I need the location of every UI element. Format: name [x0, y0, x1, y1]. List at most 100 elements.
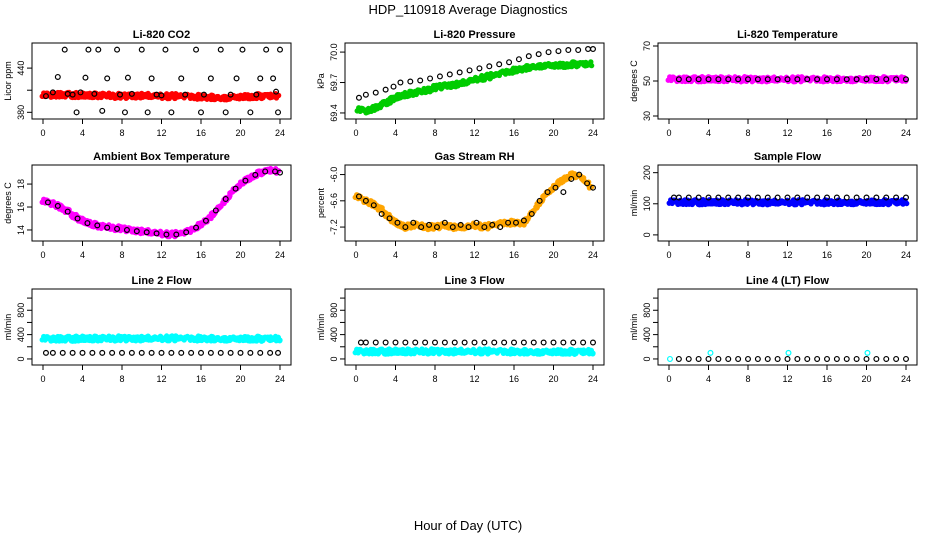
data-point — [49, 89, 56, 96]
data-point — [705, 194, 712, 201]
data-point — [168, 109, 175, 116]
series-black — [355, 171, 596, 231]
data-point — [565, 47, 572, 54]
data-point — [402, 339, 409, 346]
data-point — [85, 46, 92, 53]
data-point — [725, 355, 732, 362]
data-point — [426, 221, 433, 228]
y-tick-label: 0 — [329, 356, 339, 361]
data-point — [843, 355, 850, 362]
x-tick-label: 24 — [275, 128, 285, 138]
data-point — [555, 48, 562, 55]
y-tick-label: -7.2 — [329, 219, 339, 235]
data-point — [735, 355, 742, 362]
x-tick-label: 0 — [40, 374, 45, 384]
data-point — [273, 88, 280, 95]
data-point — [893, 194, 900, 201]
data-point — [227, 91, 234, 98]
data-point — [362, 339, 369, 346]
data-point — [253, 91, 260, 98]
data-point — [584, 180, 591, 187]
data-point — [91, 90, 98, 97]
data-point — [441, 339, 448, 346]
panel-7: Line 2 Flow ml/min 0 4 8 12 16 20 24 0 400 800 — [3, 275, 292, 384]
x-tick-label: 12 — [469, 250, 479, 260]
panel-2: Li-820 Pressure kPa 0 4 8 12 16 20 24 69.4 69.7 70.… — [316, 29, 605, 138]
data-point — [436, 73, 443, 80]
x-tick-label: 8 — [432, 374, 437, 384]
x-tick-label: 20 — [548, 128, 558, 138]
data-point — [873, 355, 880, 362]
series-green — [354, 59, 595, 116]
data-point — [744, 355, 751, 362]
data-point — [705, 76, 712, 83]
data-point — [814, 194, 821, 201]
data-point — [515, 56, 522, 63]
data-point — [685, 76, 692, 83]
x-tick-label: 0 — [353, 250, 358, 260]
data-point — [138, 46, 145, 53]
data-point — [372, 89, 379, 96]
data-point — [588, 62, 595, 69]
data-point — [173, 231, 180, 238]
x-tick-label: 4 — [706, 128, 711, 138]
data-point — [104, 224, 111, 231]
data-point — [481, 339, 488, 346]
data-point — [774, 194, 781, 201]
data-point — [378, 210, 385, 217]
data-point — [372, 339, 379, 346]
data-point — [576, 171, 583, 178]
data-point — [486, 63, 493, 70]
data-point — [449, 224, 456, 231]
series-black — [42, 349, 282, 356]
x-tick-label: 12 — [156, 128, 166, 138]
x-tick-label: 20 — [861, 250, 871, 260]
data-point — [207, 349, 214, 356]
data-point — [212, 207, 219, 214]
data-point — [198, 109, 205, 116]
x-tick-label: 8 — [745, 128, 750, 138]
data-point — [465, 224, 472, 231]
x-tick-label: 24 — [901, 374, 911, 384]
series-orange — [352, 170, 595, 233]
data-point — [222, 195, 229, 202]
data-point — [257, 349, 264, 356]
data-point — [277, 338, 283, 344]
data-point — [99, 349, 106, 356]
data-point — [386, 215, 393, 222]
data-point — [560, 189, 567, 196]
data-point — [843, 76, 850, 83]
data-point — [794, 76, 801, 83]
data-point — [902, 76, 909, 83]
data-point — [382, 339, 389, 346]
y-axis-label: ml/min — [3, 314, 13, 341]
data-point — [117, 91, 124, 98]
y-tick-label: 30 — [642, 111, 652, 121]
series-black — [675, 76, 909, 83]
y-tick-label: 440 — [16, 61, 26, 76]
data-point — [575, 47, 582, 54]
data-point — [275, 349, 282, 356]
panel-title: Line 4 (LT) Flow — [746, 275, 829, 287]
panel-6: Sample Flow ml/min 0 4 8 12 16 20 24 0 100 200 — [629, 151, 918, 260]
series-cyan — [352, 346, 596, 357]
data-point — [123, 226, 130, 233]
data-point — [252, 171, 259, 178]
data-point — [158, 92, 165, 99]
data-point — [540, 339, 547, 346]
data-point — [675, 76, 682, 83]
x-tick-label: 20 — [548, 250, 558, 260]
data-point — [456, 69, 463, 76]
y-tick-label: 800 — [642, 303, 652, 318]
y-axis-label: degrees C — [629, 60, 639, 102]
data-point — [257, 75, 264, 82]
data-point — [536, 197, 543, 204]
x-tick-label: 16 — [196, 250, 206, 260]
panel-title: Li-820 CO2 — [133, 29, 190, 41]
data-point — [764, 194, 771, 201]
panel-3: Li-820 Temperature degrees C 0 4 8 12 16 20 24 30… — [629, 29, 918, 138]
data-point — [148, 75, 155, 82]
x-tick-label: 0 — [353, 374, 358, 384]
data-point — [902, 194, 909, 201]
data-point — [833, 76, 840, 83]
